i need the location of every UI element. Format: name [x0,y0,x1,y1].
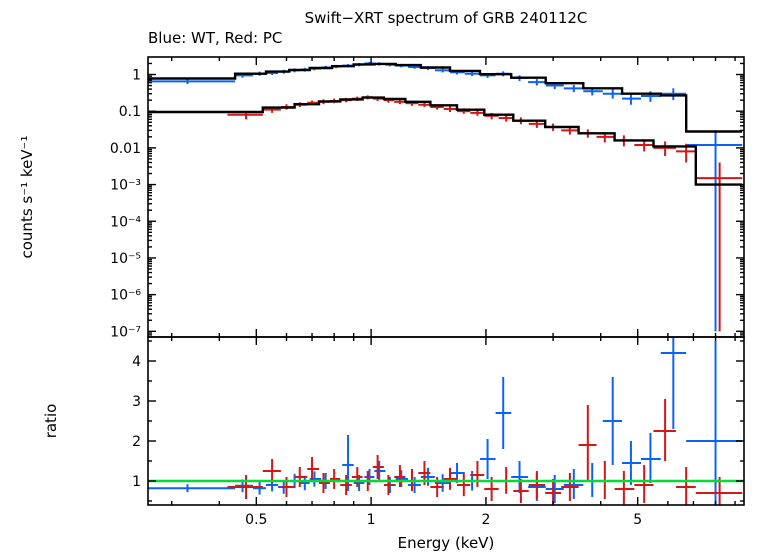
y-tick-label-ratio: 1 [132,474,141,490]
x-tick-label: 1 [367,512,376,528]
x-tick-label: 5 [633,512,642,528]
y-tick-label-counts: 10⁻⁶ [110,288,141,304]
y-tick-label-ratio: 4 [132,354,141,370]
y-tick-label-ratio: 2 [132,434,141,450]
axes-layer: 0.5 1 2 5 1 0.1 0.01 10⁻³ 10⁻⁴ 10⁻⁵ 10⁻⁶ 10⁻⁷ 1 2 3 4 [110,56,745,528]
y-tick-label-counts: 0.01 [110,141,141,157]
y-tick-label-counts: 10⁻⁷ [110,324,141,340]
wt-model-line [148,62,743,133]
y-tick-label-counts: 10⁻⁵ [110,251,141,267]
y-tick-label-counts: 10⁻³ [110,178,141,194]
y-tick-label-counts: 1 [132,68,141,84]
x-tick-label: 0.5 [245,512,267,528]
y-axis-label-ratio: ratio [42,404,60,439]
chart-generated-layers: 0.5 1 2 5 1 0.1 0.01 10⁻³ 10⁻⁴ 10⁻⁵ 10⁻⁶ 10⁻⁷ 1 2 3 4 [110,56,745,528]
figure-title: Swift−XRT spectrum of GRB 240112C [305,9,588,27]
x-tick-label: 2 [481,512,490,528]
x-axis-label: Energy (keV) [398,534,495,552]
y-tick-label-ratio: 3 [132,394,141,410]
y-axis-label-counts: counts s⁻¹ keV⁻¹ [18,136,36,259]
y-tick-label-counts: 10⁻⁴ [110,214,141,230]
pc-spectrum-data [227,95,743,332]
y-tick-label-counts: 0.1 [119,104,141,120]
figure-subtitle: Blue: WT, Red: PC [148,29,282,47]
pc-model-line [148,96,743,186]
wt-spectrum-data [148,61,743,332]
